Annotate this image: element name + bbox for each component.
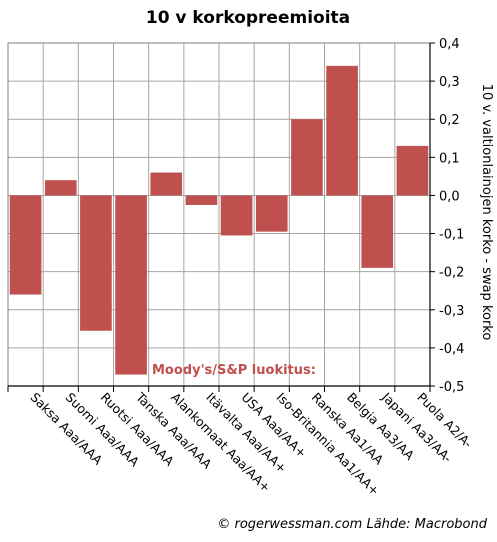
y-axis-label: 10 v. valtionlainojen korko - swap korko: [479, 84, 494, 341]
bar: [44, 180, 77, 196]
y-tick-label: -0,5: [439, 380, 464, 395]
bar: [291, 119, 323, 196]
bar: [185, 195, 218, 205]
y-tick-labels: 0,4 0,3 0,2 0,1 0,0 -0,1 -0,2 -0,3 -0,4 -0,5: [439, 37, 464, 395]
y-tick-label: 0,3: [439, 75, 460, 90]
grid: [8, 42, 430, 387]
bar: [396, 145, 429, 196]
bar: [326, 65, 358, 196]
y-tick-label: 0,2: [439, 113, 460, 128]
chart-title: 10 v korkopreemioita: [146, 8, 350, 28]
y-tick-label: -0,3: [439, 304, 464, 319]
y-tick-label: -0,2: [439, 266, 464, 281]
y-tick-label: 0,0: [439, 189, 460, 204]
y-tick-label: -0,4: [439, 342, 464, 357]
source-credit: © rogerwessman.com Lähde: Macrobond: [217, 517, 487, 532]
bars: [9, 65, 429, 375]
rating-annotation: Moody's/S&P luokitus:: [152, 363, 316, 378]
bar: [255, 195, 288, 232]
bar: [361, 195, 394, 268]
y-tick-label: -0,1: [439, 228, 464, 243]
axes: [7, 42, 435, 392]
bar: [115, 195, 147, 375]
y-tick-label: 0,1: [439, 151, 460, 166]
bar: [9, 195, 42, 295]
y-tick-label: 0,4: [439, 37, 460, 52]
bar: [80, 195, 112, 331]
bar: [150, 172, 183, 196]
bar: [220, 195, 253, 236]
